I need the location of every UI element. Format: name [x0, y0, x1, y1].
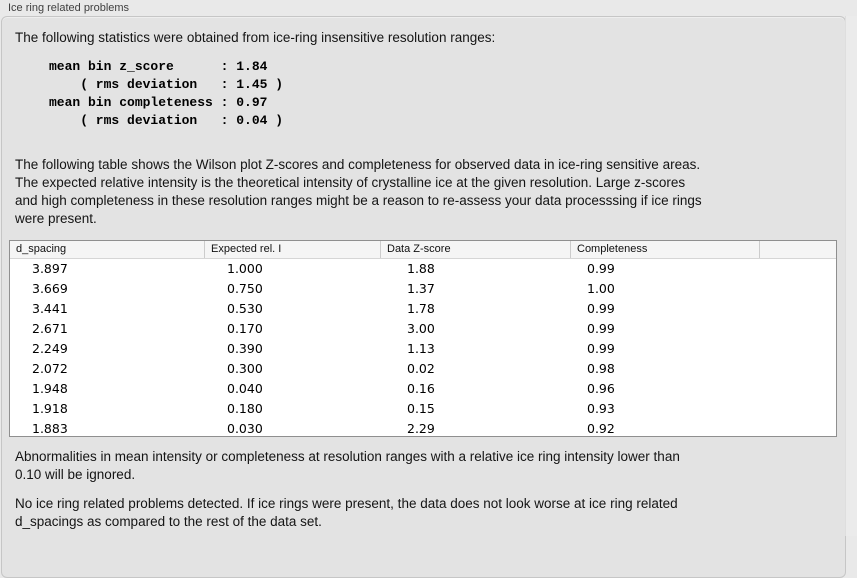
- table-cell: 0.15: [407, 401, 435, 416]
- table-cell: 2.072: [32, 361, 68, 376]
- table-cell: 0.300: [227, 361, 263, 376]
- table-cell: 0.98: [587, 361, 615, 376]
- table-cell: 0.530: [227, 301, 263, 316]
- table-cell: 0.750: [227, 281, 263, 296]
- table-cell: [759, 399, 836, 419]
- table-cell: 2.249: [32, 341, 68, 356]
- conclusion-text: No ice ring related problems detected. I…: [15, 496, 678, 529]
- column-header-expected-rel-i[interactable]: Expected rel. I: [204, 241, 380, 258]
- table-cell: 0.93: [587, 401, 615, 416]
- table-row[interactable]: 2.072 0.300 0.02 0.98: [10, 359, 836, 379]
- table-cell: [759, 379, 836, 399]
- mean-bin-statistics-block: mean bin z_score : 1.84 ( rms deviation …: [49, 59, 284, 128]
- table-cell: [759, 319, 836, 339]
- table-row[interactable]: 3.669 0.750 1.37 1.00: [10, 279, 836, 299]
- table-cell: 1.948: [32, 381, 68, 396]
- group-box-title: Ice ring related problems: [8, 2, 130, 14]
- table-cell: 1.918: [32, 401, 68, 416]
- abnormalities-note-text: Abnormalities in mean intensity or compl…: [15, 449, 680, 482]
- table-cell: 1.883: [32, 421, 68, 436]
- table-cell: 2.671: [32, 321, 68, 336]
- table-cell: [759, 299, 836, 319]
- table-row[interactable]: 3.441 0.530 1.78 0.99: [10, 299, 836, 319]
- table-cell: [759, 339, 836, 359]
- table-cell: [759, 259, 836, 279]
- table-cell: 0.040: [227, 381, 263, 396]
- table-cell: 1.88: [407, 261, 435, 276]
- table-cell: 0.170: [227, 321, 263, 336]
- column-header-d-spacing[interactable]: d_spacing: [16, 243, 67, 255]
- table-cell: 0.99: [587, 301, 615, 316]
- table-cell: 0.180: [227, 401, 263, 416]
- ice-ring-table: d_spacing Expected rel. I Data Z-score Comp…: [9, 240, 837, 437]
- table-cell: 0.02: [407, 361, 435, 376]
- table-header-row: d_spacing Expected rel. I Data Z-score Comp…: [10, 241, 836, 259]
- table-row[interactable]: 1.883 0.030 2.29 0.92: [10, 419, 836, 439]
- table-row[interactable]: 2.249 0.390 1.13 0.99: [10, 339, 836, 359]
- statistics-intro-text: The following statistics were obtained f…: [15, 30, 496, 45]
- table-cell: 0.92: [587, 421, 615, 436]
- table-cell: 0.99: [587, 321, 615, 336]
- table-row[interactable]: 1.948 0.040 0.16 0.96: [10, 379, 836, 399]
- table-cell: 0.99: [587, 261, 615, 276]
- table-cell: [759, 419, 836, 439]
- table-cell: 0.390: [227, 341, 263, 356]
- table-cell: 1.13: [407, 341, 435, 356]
- table-cell: 0.99: [587, 341, 615, 356]
- table-cell: 0.030: [227, 421, 263, 436]
- column-header-spacer: [759, 241, 836, 258]
- scroll-gutter: [845, 16, 857, 536]
- column-header-data-z-score[interactable]: Data Z-score: [380, 241, 570, 258]
- table-cell: 1.00: [587, 281, 615, 296]
- table-cell: 3.00: [407, 321, 435, 336]
- table-cell: [759, 359, 836, 379]
- table-cell: 0.16: [407, 381, 435, 396]
- table-cell: 3.669: [32, 281, 68, 296]
- table-cell: 3.897: [32, 261, 68, 276]
- table-cell: 2.29: [407, 421, 435, 436]
- table-cell: 1.78: [407, 301, 435, 316]
- table-cell: 0.96: [587, 381, 615, 396]
- table-row[interactable]: 1.918 0.180 0.15 0.93: [10, 399, 836, 419]
- table-body: 3.897 1.000 1.88 0.99 3.669 0.750 1.37 1.00 3.44…: [10, 259, 836, 439]
- table-cell: 1.37: [407, 281, 435, 296]
- table-cell: 3.441: [32, 301, 68, 316]
- column-header-completeness[interactable]: Completeness: [570, 241, 759, 258]
- table-cell: [759, 279, 836, 299]
- ice-ring-panel: The following statistics were obtained f…: [1, 16, 846, 578]
- table-row[interactable]: 2.671 0.170 3.00 0.99: [10, 319, 836, 339]
- table-cell: 1.000: [227, 261, 263, 276]
- table-description-text: The following table shows the Wilson plo…: [15, 157, 702, 226]
- table-row[interactable]: 3.897 1.000 1.88 0.99: [10, 259, 836, 279]
